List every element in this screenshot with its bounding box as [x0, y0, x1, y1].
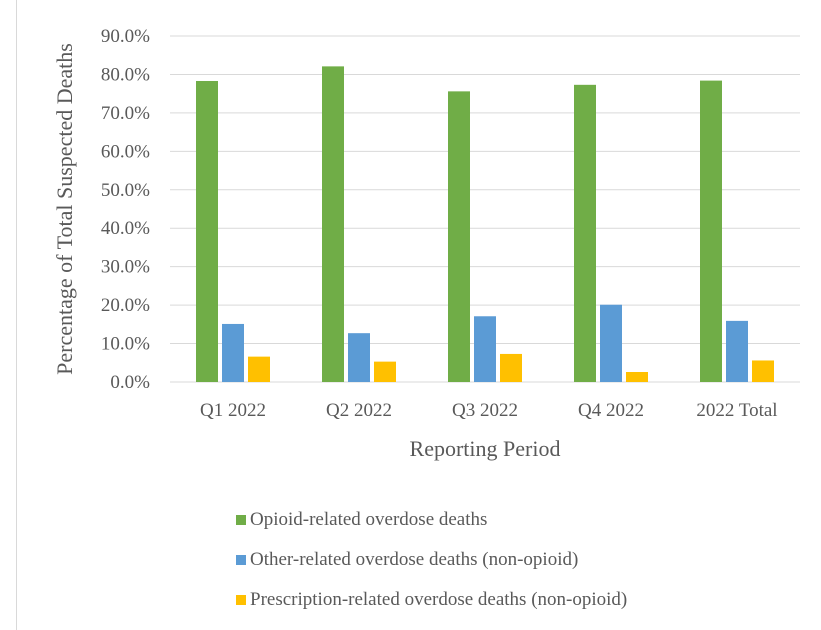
y-tick-label: 0.0% [110, 372, 150, 393]
legend-label: Prescription-related overdose deaths (no… [250, 589, 628, 610]
bar [374, 361, 396, 382]
bar [322, 66, 344, 383]
bar [626, 372, 648, 382]
bar [500, 353, 522, 382]
bar-chart: 0.0% 10.0% 20.0% 30.0% 40.0% 50.0% 60.0% 70.0% 8… [52, 26, 800, 461]
x-tick-label: Q3 2022 [452, 400, 518, 421]
y-tick-label: 40.0% [101, 218, 150, 239]
bar [474, 316, 496, 382]
x-tick-label: Q4 2022 [578, 400, 644, 421]
x-tick-label: Q1 2022 [200, 400, 266, 421]
bar [222, 323, 244, 382]
legend-swatch [236, 555, 246, 565]
legend-label: Opioid-related overdose deaths [250, 509, 488, 530]
y-tick-label: 20.0% [101, 295, 150, 316]
bar [700, 80, 722, 383]
y-tick-label: 30.0% [101, 257, 150, 278]
legend-item: Prescription-related overdose deaths (no… [236, 580, 627, 620]
bar [600, 304, 622, 382]
legend: Opioid-related overdose deaths Other-rela… [236, 500, 627, 620]
bar [248, 356, 270, 382]
legend-swatch [236, 595, 246, 605]
bar [726, 320, 748, 382]
legend-item: Other-related overdose deaths (non-opioi… [236, 540, 627, 580]
bars [196, 66, 774, 383]
y-tick-label: 10.0% [101, 334, 150, 355]
chart-border [16, 0, 17, 630]
bar [348, 333, 370, 382]
gridlines [170, 35, 800, 383]
y-tick-label: 80.0% [101, 64, 150, 85]
y-axis-title: Percentage of Total Suspected Deaths [52, 43, 77, 375]
bar [448, 91, 470, 383]
legend-item: Opioid-related overdose deaths [236, 500, 627, 540]
legend-swatch [236, 515, 246, 525]
y-tick-label: 60.0% [101, 141, 150, 162]
y-tick-label: 90.0% [101, 26, 150, 47]
x-axis-ticks: Q1 2022 Q2 2022 Q3 2022 Q4 2022 2022 Total [200, 400, 778, 421]
bar [196, 80, 218, 382]
legend-label: Other-related overdose deaths (non-opioi… [250, 549, 579, 570]
bar [574, 84, 596, 382]
x-axis-title: Reporting Period [410, 436, 561, 461]
y-tick-label: 70.0% [101, 103, 150, 124]
y-axis-ticks: 0.0% 10.0% 20.0% 30.0% 40.0% 50.0% 60.0% 70.0% 8… [101, 26, 150, 393]
bar [752, 360, 774, 382]
y-tick-label: 50.0% [101, 180, 150, 201]
x-tick-label: 2022 Total [696, 400, 777, 421]
x-tick-label: Q2 2022 [326, 400, 392, 421]
